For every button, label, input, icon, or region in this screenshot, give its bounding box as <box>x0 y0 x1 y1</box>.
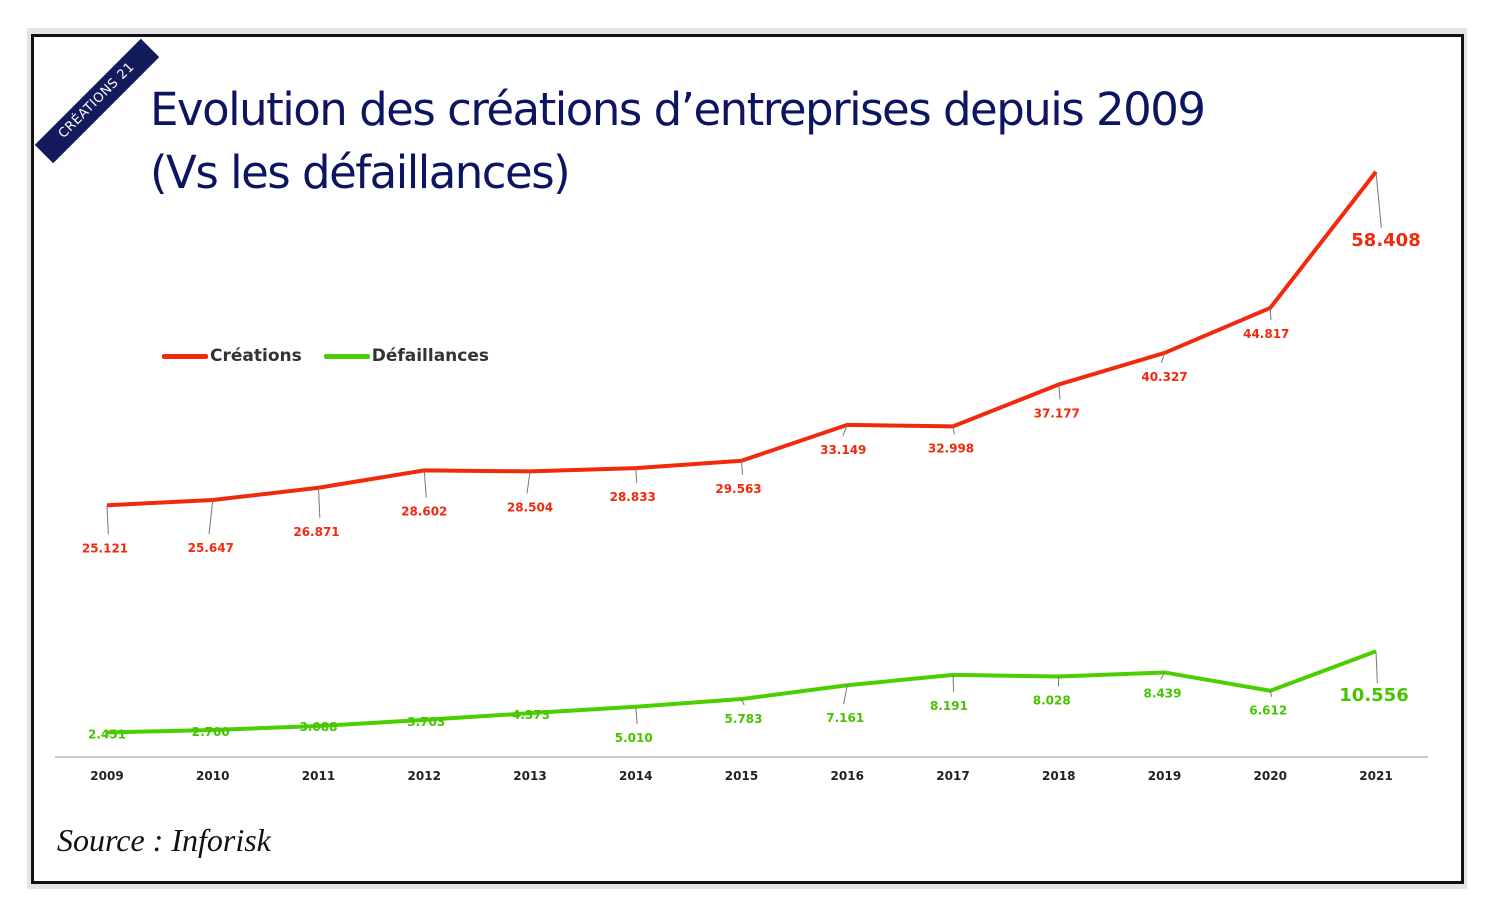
legend-item-defaillances: Défaillances <box>323 346 490 366</box>
x-tick-label: 2020 <box>1254 769 1287 783</box>
x-tick-label: 2009 <box>90 769 123 783</box>
leader-line <box>318 487 321 518</box>
data-label: 7.161 <box>826 711 864 725</box>
legend-label-creations: Créations <box>210 346 302 366</box>
leader-line <box>1160 672 1165 680</box>
data-label: 26.871 <box>293 525 339 539</box>
data-label: 25.647 <box>188 541 234 555</box>
x-tick-label: 2016 <box>831 769 864 783</box>
data-label: 10.556 <box>1339 685 1408 706</box>
leader-line <box>208 499 214 535</box>
leader-line <box>952 674 955 692</box>
x-tick-label: 2013 <box>513 769 546 783</box>
leader-line <box>1269 307 1272 320</box>
data-label: 8.028 <box>1033 694 1071 708</box>
leader-line <box>1161 352 1165 364</box>
x-tick-label: 2011 <box>302 769 335 783</box>
x-tick-label: 2015 <box>725 769 758 783</box>
x-tick-label: 2021 <box>1359 769 1392 783</box>
data-label: 33.149 <box>820 443 866 457</box>
data-label: 58.408 <box>1351 230 1420 251</box>
data-label: 5.010 <box>615 731 653 745</box>
data-label: 37.177 <box>1034 406 1080 420</box>
leader-line <box>635 706 638 724</box>
data-label: 40.327 <box>1141 370 1187 384</box>
leader-line <box>1375 171 1382 228</box>
x-tick-label: 2017 <box>936 769 969 783</box>
leader-line <box>952 426 955 435</box>
leader-line <box>741 460 743 475</box>
leader-line <box>635 468 638 484</box>
data-label: 32.998 <box>928 441 974 455</box>
chart-title: Evolution des créations d’entreprises de… <box>150 78 1206 204</box>
x-tick-label: 2019 <box>1148 769 1181 783</box>
title-line-1: Evolution des créations d’entreprises de… <box>150 83 1206 136</box>
data-label: 2.700 <box>192 725 230 739</box>
leader-line <box>1269 690 1273 697</box>
legend: Créations Défaillances <box>162 346 489 366</box>
leader-line <box>843 685 848 705</box>
source-note: Source : Inforisk <box>57 822 271 858</box>
leader-line <box>842 424 848 437</box>
data-label: 6.612 <box>1249 704 1287 718</box>
data-label: 5.783 <box>725 712 763 726</box>
leader-line <box>423 470 427 498</box>
x-tick-label: 2014 <box>619 769 652 783</box>
legend-label-defaillances: Défaillances <box>371 346 490 366</box>
data-label: 8.191 <box>930 699 968 713</box>
x-tick-label: 2012 <box>408 769 441 783</box>
leader-line <box>1375 651 1378 684</box>
data-label: 2.451 <box>88 727 126 741</box>
data-label: 8.439 <box>1144 686 1182 700</box>
data-label: 28.504 <box>507 500 553 514</box>
data-label: 3.703 <box>407 715 445 729</box>
data-label: 28.833 <box>610 490 656 504</box>
x-tick-label: 2010 <box>196 769 229 783</box>
leader-line <box>741 698 745 706</box>
legend-swatch-defaillances <box>323 353 370 359</box>
legend-swatch-creations <box>162 353 208 359</box>
leader-line <box>106 505 109 535</box>
data-label: 3.088 <box>300 720 338 734</box>
series-line-creations <box>106 170 1378 508</box>
x-tick-label: 2018 <box>1042 769 1075 783</box>
legend-item-creations: Créations <box>162 346 302 366</box>
data-label: 44.817 <box>1243 327 1289 341</box>
data-label: 25.121 <box>82 541 128 555</box>
title-line-2: (Vs les défaillances) <box>150 146 571 199</box>
data-label: 29.563 <box>715 482 761 496</box>
data-label: 28.602 <box>401 504 447 518</box>
leader-line <box>526 471 531 494</box>
leader-line <box>1058 384 1061 400</box>
data-label: 4.373 <box>512 708 550 722</box>
